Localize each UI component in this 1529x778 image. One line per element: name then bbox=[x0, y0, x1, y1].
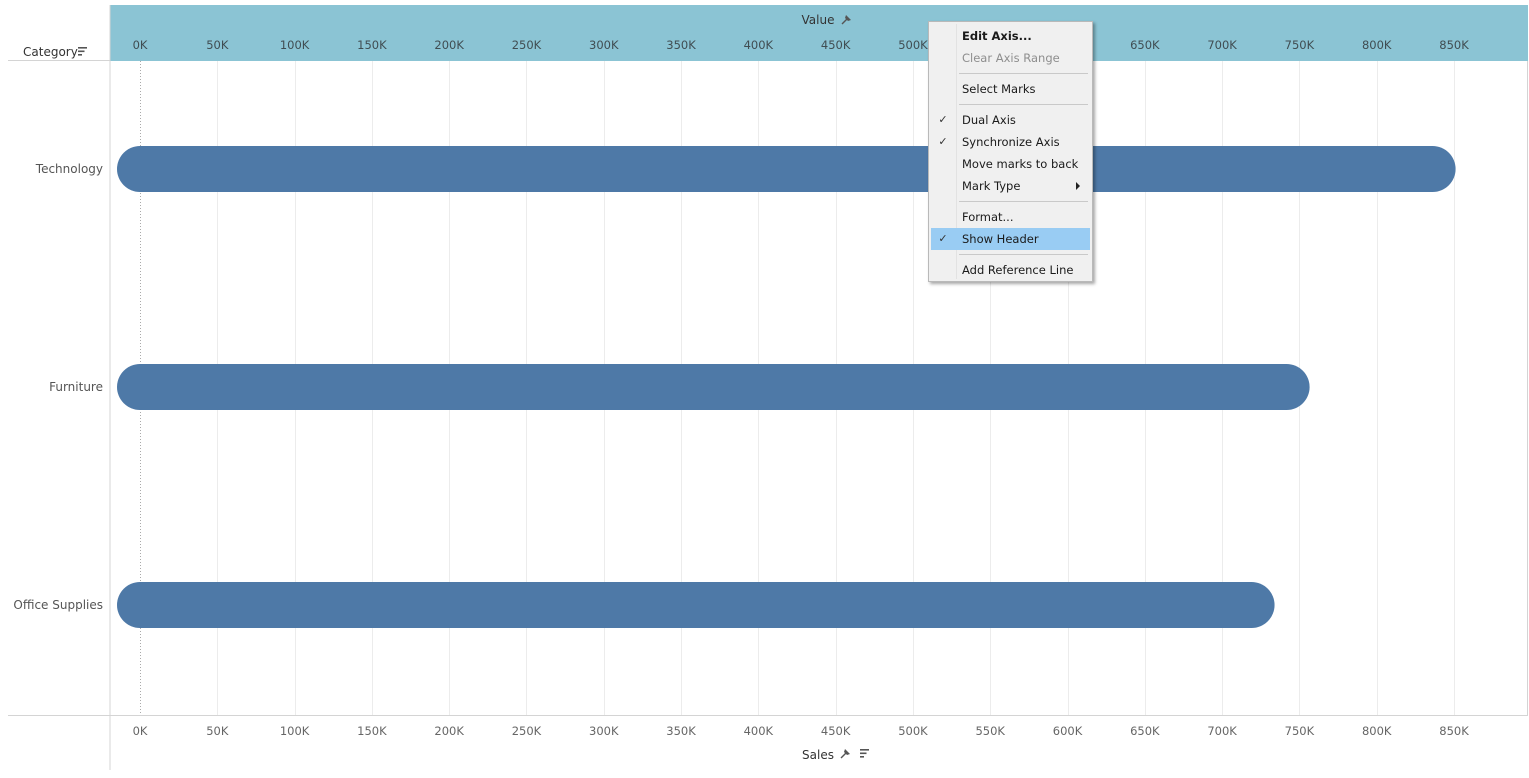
axis-tick-label: 500K bbox=[898, 38, 928, 52]
menu-item-label: Show Header bbox=[962, 232, 1039, 246]
axis-tick-label: 850K bbox=[1439, 38, 1469, 52]
axis-tick-label: 400K bbox=[744, 38, 774, 52]
top-axis-band[interactable] bbox=[110, 5, 1528, 61]
axis-tick-label: 100K bbox=[280, 38, 310, 52]
sort-descending-icon[interactable] bbox=[78, 47, 87, 56]
bar-technology[interactable] bbox=[117, 146, 1456, 192]
menu-item-label: Clear Axis Range bbox=[962, 51, 1060, 65]
menu-item-format[interactable]: Format... bbox=[931, 206, 1090, 228]
menu-separator bbox=[959, 254, 1088, 255]
axis-tick-label: 100K bbox=[280, 724, 310, 738]
axis-tick-label: 50K bbox=[206, 38, 229, 52]
checkmark-icon: ✓ bbox=[938, 232, 948, 245]
bottom-axis-title[interactable]: Sales bbox=[802, 748, 834, 762]
menu-item-label: Format... bbox=[962, 210, 1014, 224]
menu-item-label: Edit Axis... bbox=[962, 29, 1032, 43]
bar-furniture[interactable] bbox=[117, 364, 1310, 410]
axis-tick-label: 50K bbox=[206, 724, 229, 738]
checkmark-icon: ✓ bbox=[938, 113, 948, 126]
submenu-arrow-icon bbox=[1076, 182, 1080, 190]
axis-tick-label: 750K bbox=[1285, 38, 1315, 52]
menu-separator bbox=[959, 104, 1088, 105]
menu-item-show-header[interactable]: ✓ Show Header bbox=[931, 228, 1090, 250]
menu-item-clear-axis-range: Clear Axis Range bbox=[931, 47, 1090, 69]
menu-item-label: Add Reference Line bbox=[962, 263, 1074, 277]
axis-tick-label: 350K bbox=[666, 38, 696, 52]
axis-tick-label: 550K bbox=[975, 724, 1005, 738]
menu-item-synchronize-axis[interactable]: ✓ Synchronize Axis bbox=[931, 131, 1090, 153]
top-axis-title[interactable]: Value bbox=[802, 13, 835, 27]
menu-item-mark-type[interactable]: Mark Type bbox=[931, 175, 1090, 197]
bars-layer bbox=[117, 146, 1456, 628]
menu-item-label: Move marks to back bbox=[962, 157, 1079, 171]
axis-tick-label: 200K bbox=[434, 724, 464, 738]
axis-tick-label: 350K bbox=[666, 724, 696, 738]
axis-tick-label: 650K bbox=[1130, 724, 1160, 738]
axis-tick-label: 800K bbox=[1362, 724, 1392, 738]
axis-tick-label: 750K bbox=[1285, 724, 1315, 738]
axis-tick-label: 450K bbox=[821, 38, 851, 52]
sort-descending-icon[interactable] bbox=[860, 749, 869, 758]
category-label[interactable]: Technology bbox=[35, 162, 103, 176]
menu-item-label: Dual Axis bbox=[962, 113, 1016, 127]
axis-tick-label: 700K bbox=[1207, 724, 1237, 738]
checkmark-icon: ✓ bbox=[938, 135, 948, 148]
menu-item-move-marks-to-back[interactable]: Move marks to back bbox=[931, 153, 1090, 175]
menu-item-add-reference-line[interactable]: Add Reference Line bbox=[931, 259, 1090, 281]
menu-separator bbox=[959, 201, 1088, 202]
menu-gutter bbox=[956, 24, 957, 279]
axis-tick-label: 400K bbox=[744, 724, 774, 738]
menu-item-label: Select Marks bbox=[962, 82, 1036, 96]
axis-tick-label: 0K bbox=[133, 38, 148, 52]
pin-icon[interactable] bbox=[841, 15, 851, 25]
axis-tick-label: 250K bbox=[512, 38, 542, 52]
axis-tick-label: 800K bbox=[1362, 38, 1392, 52]
bar-office-supplies[interactable] bbox=[117, 582, 1275, 628]
menu-item-edit-axis[interactable]: Edit Axis... bbox=[931, 25, 1090, 47]
axis-tick-label: 850K bbox=[1439, 724, 1469, 738]
category-label[interactable]: Furniture bbox=[49, 380, 103, 394]
axis-tick-label: 150K bbox=[357, 38, 387, 52]
category-label[interactable]: Office Supplies bbox=[13, 598, 103, 612]
axis-tick-label: 150K bbox=[357, 724, 387, 738]
menu-item-label: Synchronize Axis bbox=[962, 135, 1060, 149]
axis-tick-label: 500K bbox=[898, 724, 928, 738]
menu-item-dual-axis[interactable]: ✓ Dual Axis bbox=[931, 109, 1090, 131]
bottom-axis-ticks: 0K 50K 100K 150K 200K 250K 300K 350K 400K 450K 500… bbox=[133, 724, 1470, 738]
menu-item-label: Mark Type bbox=[962, 179, 1021, 193]
axis-tick-label: 300K bbox=[589, 724, 619, 738]
row-header-title[interactable]: Category bbox=[23, 45, 78, 59]
axis-tick-label: 450K bbox=[821, 724, 851, 738]
axis-tick-label: 200K bbox=[434, 38, 464, 52]
axis-tick-label: 650K bbox=[1130, 38, 1160, 52]
pin-icon[interactable] bbox=[840, 749, 850, 759]
row-labels: Technology Furniture Office Supplies bbox=[13, 162, 103, 612]
axis-tick-label: 0K bbox=[133, 724, 148, 738]
axis-tick-label: 600K bbox=[1053, 724, 1083, 738]
menu-item-select-marks[interactable]: Select Marks bbox=[931, 78, 1090, 100]
axis-tick-label: 700K bbox=[1207, 38, 1237, 52]
menu-separator bbox=[959, 73, 1088, 74]
axis-tick-label: 250K bbox=[512, 724, 542, 738]
axis-tick-label: 300K bbox=[589, 38, 619, 52]
axis-context-menu: Edit Axis... Clear Axis Range Select Marks… bbox=[928, 21, 1093, 282]
